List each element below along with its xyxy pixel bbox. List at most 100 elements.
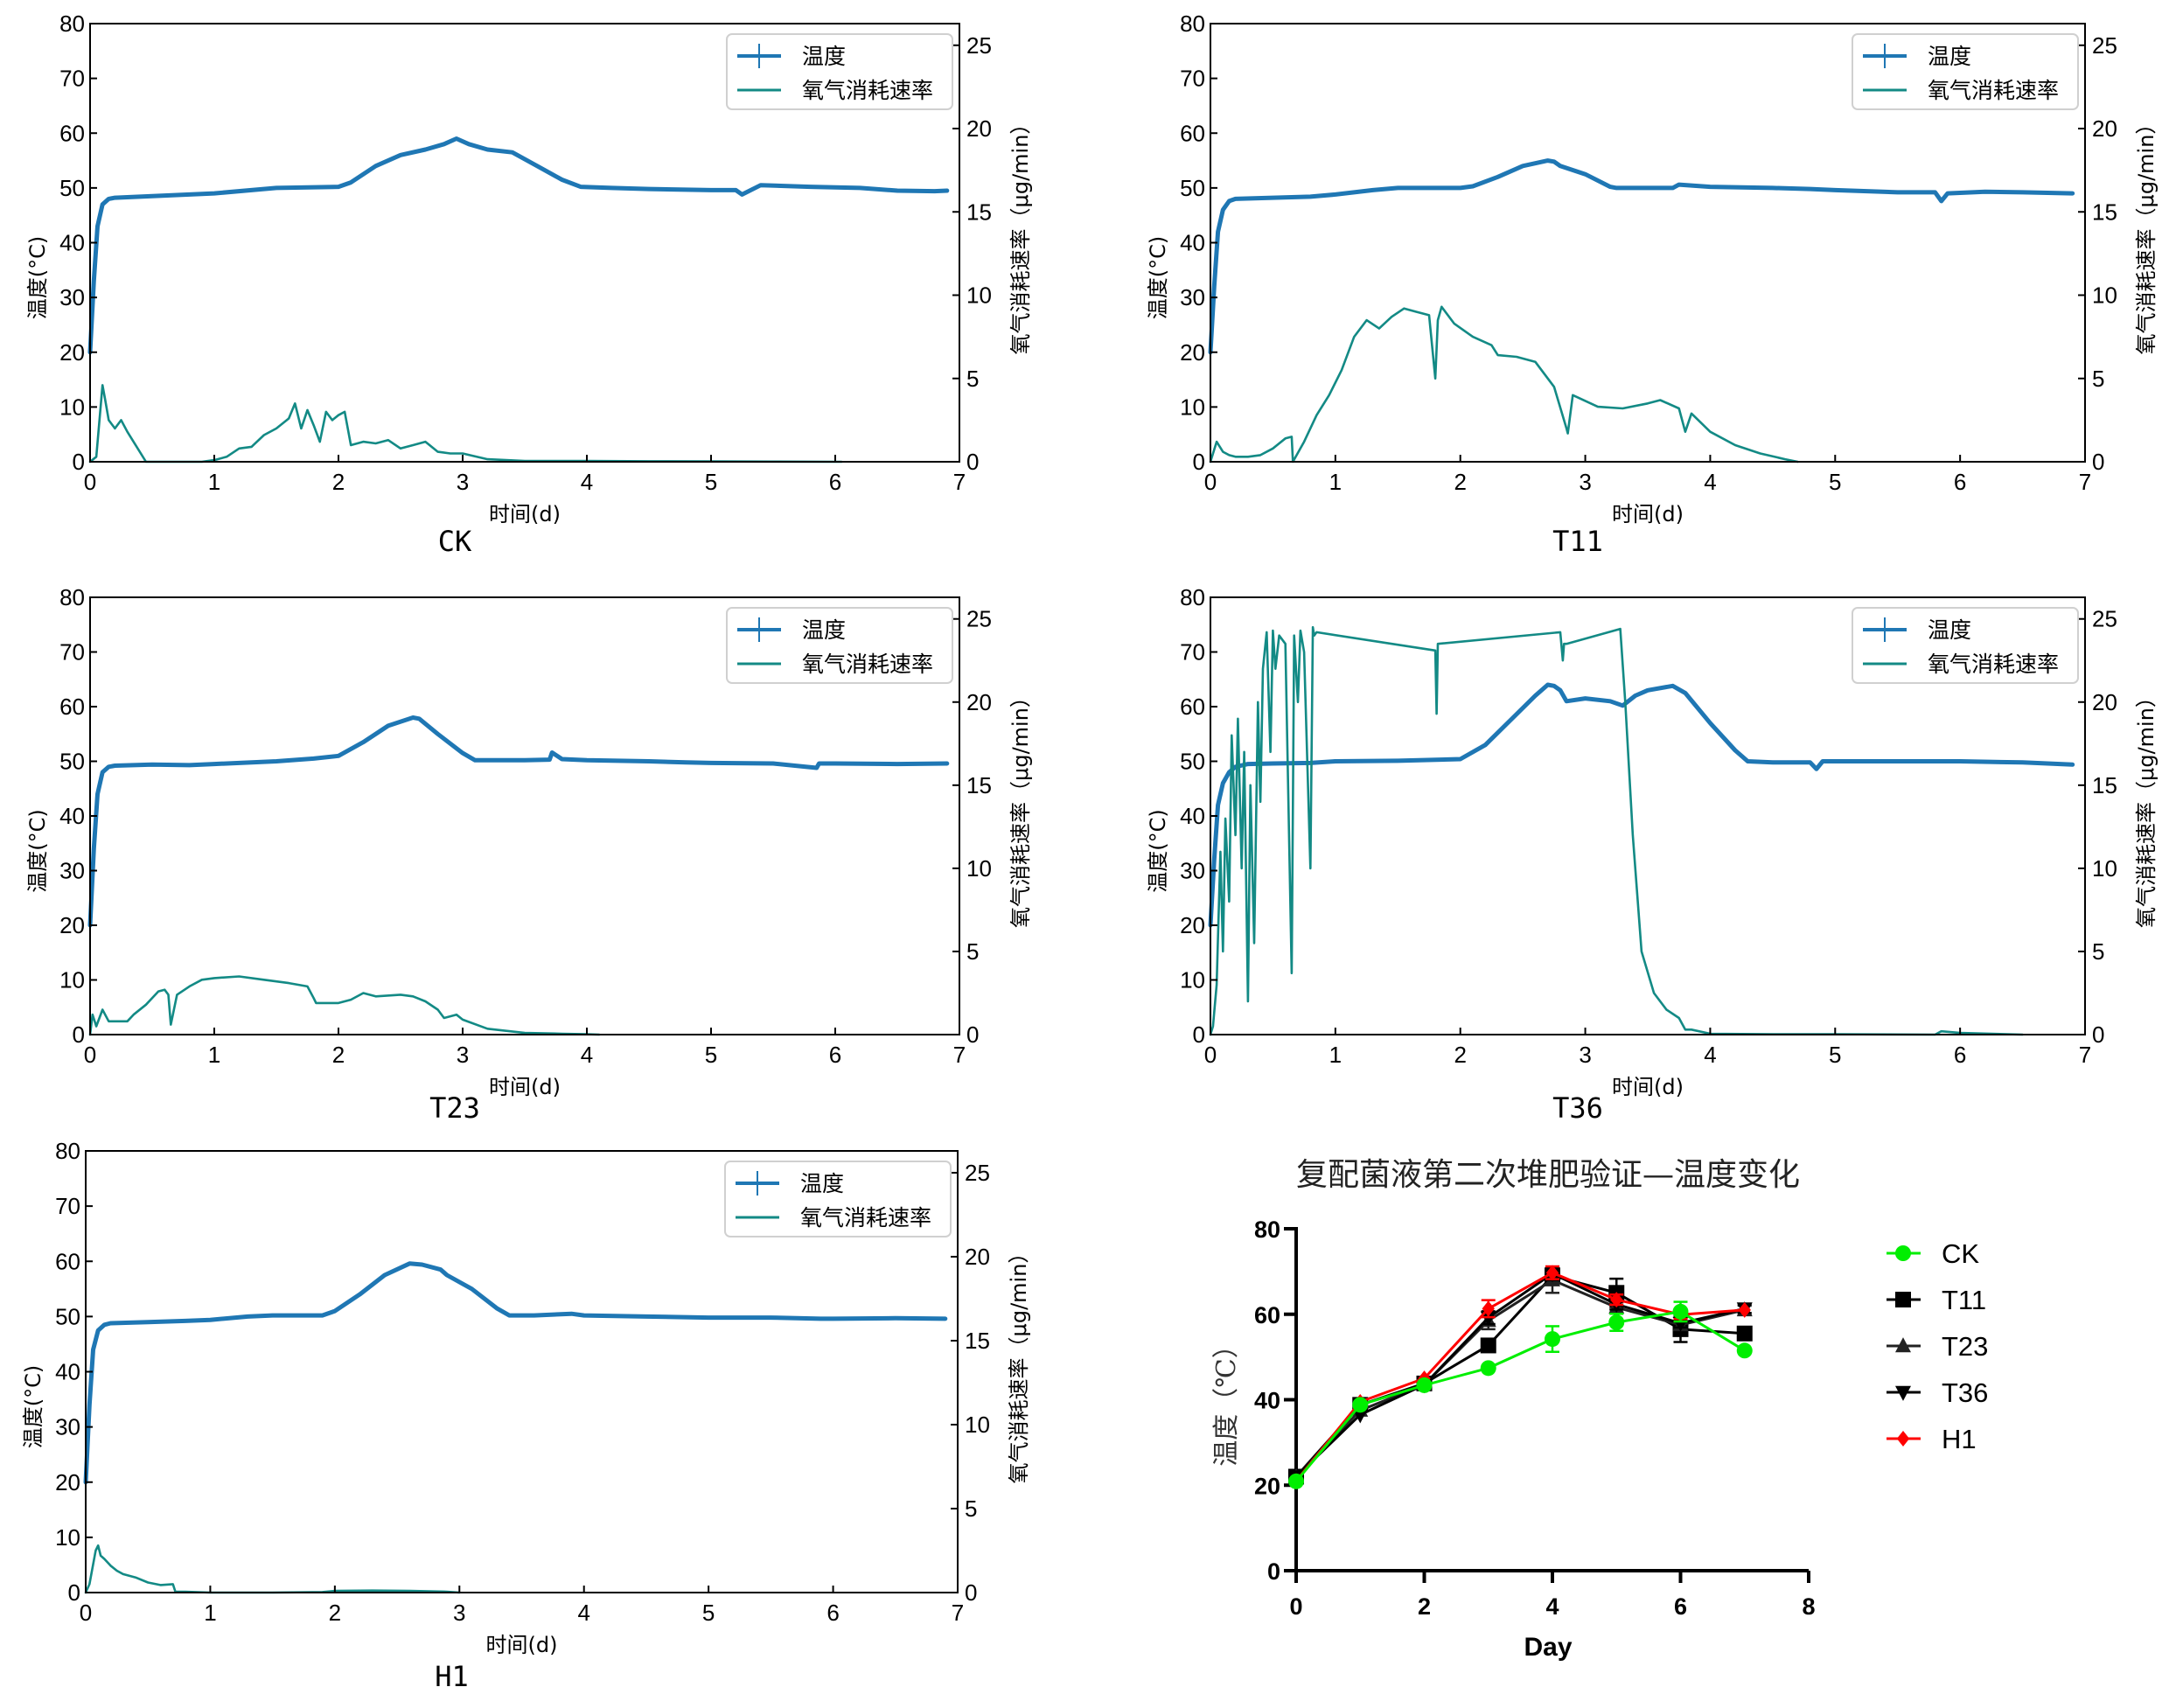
y-tick-label: 0 bbox=[73, 1021, 85, 1048]
y2-tick-label: 5 bbox=[965, 1495, 977, 1522]
panel-caption: T23 bbox=[429, 1091, 480, 1125]
y-tick-label: 70 bbox=[1180, 639, 1205, 666]
y2-axis-label: 氧气消耗速率（μg/min） bbox=[1008, 114, 1033, 355]
series-line bbox=[1294, 1271, 1745, 1482]
x-tick-label: 4 bbox=[1545, 1593, 1559, 1620]
x-tick-label: 1 bbox=[1329, 1042, 1342, 1068]
y-tick-label: 50 bbox=[1180, 749, 1205, 775]
legend-marker bbox=[1895, 1385, 1911, 1401]
series-h1 bbox=[1289, 1265, 1751, 1489]
y2-tick-label: 25 bbox=[2092, 606, 2117, 632]
x-axis-label: 时间(d) bbox=[489, 502, 561, 526]
legend-box bbox=[1852, 33, 2079, 110]
y2-axis-label: 氧气消耗速率（μg/min） bbox=[1007, 1243, 1031, 1484]
legend-label-temperature: 温度 bbox=[802, 617, 846, 643]
y-tick-label: 50 bbox=[59, 175, 85, 201]
x-tick-label: 4 bbox=[1704, 469, 1716, 495]
data-point bbox=[1288, 1473, 1304, 1489]
y-tick-label: 30 bbox=[59, 284, 85, 310]
y2-tick-label: 20 bbox=[2092, 689, 2117, 715]
y-axis-label: 温度（℃） bbox=[1211, 1332, 1242, 1467]
y-tick-label: 80 bbox=[1180, 10, 1205, 37]
y-tick-label: 60 bbox=[1180, 694, 1205, 720]
data-point bbox=[1610, 1292, 1623, 1308]
x-tick-label: 6 bbox=[826, 1600, 839, 1626]
y-axis-label: 温度(°C) bbox=[25, 809, 50, 892]
y-tick-label: 10 bbox=[55, 1524, 80, 1551]
legend-label-temperature: 温度 bbox=[1928, 44, 1971, 69]
y2-tick-label: 10 bbox=[966, 282, 992, 309]
y-tick-label: 40 bbox=[55, 1359, 80, 1385]
data-point bbox=[1736, 1325, 1753, 1342]
y-tick-label: 20 bbox=[1180, 339, 1205, 366]
y-tick-label: 80 bbox=[1254, 1217, 1280, 1243]
x-tick-label: 3 bbox=[457, 1042, 469, 1068]
y2-tick-label: 20 bbox=[965, 1244, 990, 1270]
panel-caption: H1 bbox=[435, 1660, 469, 1693]
legend-label-oxygen: 氧气消耗速率 bbox=[1928, 78, 2059, 103]
y-tick-label: 40 bbox=[1254, 1388, 1280, 1414]
legend-label-oxygen: 氧气消耗速率 bbox=[800, 1205, 931, 1230]
y2-tick-label: 5 bbox=[2092, 366, 2104, 392]
x-tick-label: 2 bbox=[332, 469, 345, 495]
y-tick-label: 80 bbox=[55, 1138, 80, 1164]
x-tick-label: 1 bbox=[204, 1600, 216, 1626]
y-tick-label: 70 bbox=[55, 1193, 80, 1219]
oxygen-rate-line bbox=[88, 384, 843, 464]
x-tick-label: 0 bbox=[1204, 1042, 1217, 1068]
x-tick-label: 2 bbox=[1454, 1042, 1466, 1068]
panel-caption: T11 bbox=[1552, 525, 1603, 558]
x-axis-label: 时间(d) bbox=[1612, 502, 1684, 526]
y-tick-label: 40 bbox=[59, 803, 85, 829]
y2-axis-label: 氧气消耗速率（μg/min） bbox=[2134, 114, 2159, 355]
x-tick-label: 1 bbox=[1329, 469, 1342, 495]
data-point bbox=[1480, 1337, 1496, 1354]
x-tick-label: 8 bbox=[1802, 1593, 1815, 1620]
legend-label: H1 bbox=[1942, 1424, 1977, 1454]
y2-tick-label: 15 bbox=[966, 772, 992, 798]
x-tick-label: 5 bbox=[1829, 1042, 1841, 1068]
y-tick-label: 20 bbox=[55, 1469, 80, 1495]
x-tick-label: 3 bbox=[1579, 1042, 1591, 1068]
x-tick-label: 0 bbox=[84, 469, 96, 495]
y-tick-label: 40 bbox=[59, 230, 85, 256]
y-tick-label: 60 bbox=[59, 120, 85, 146]
y-tick-label: 50 bbox=[55, 1303, 80, 1329]
y-tick-label: 80 bbox=[59, 584, 85, 610]
legend-marker bbox=[1895, 1292, 1911, 1307]
panel-ck: 0 1 2 3 4 5 6 7010203040506070800510152025时间(d)… bbox=[25, 10, 1033, 558]
y-axis-label: 温度(°C) bbox=[25, 236, 50, 319]
data-point bbox=[1672, 1303, 1689, 1320]
data-point bbox=[1545, 1331, 1560, 1348]
x-tick-label: 4 bbox=[581, 469, 593, 495]
oxygen-rate-line bbox=[88, 975, 601, 1036]
legend-label-oxygen: 氧气消耗速率 bbox=[1928, 652, 2059, 677]
series-t23 bbox=[1288, 1265, 1753, 1483]
y2-tick-label: 0 bbox=[2092, 449, 2104, 475]
y2-tick-label: 15 bbox=[966, 199, 992, 225]
y-tick-label: 60 bbox=[59, 694, 85, 720]
y-tick-label: 80 bbox=[1180, 584, 1205, 610]
panel-h1: 0 1 2 3 4 5 6 7010203040506070800510152025时间(d)… bbox=[21, 1138, 1031, 1693]
x-tick-label: 6 bbox=[829, 469, 841, 495]
y2-axis-label: 氧气消耗速率（μg/min） bbox=[1008, 687, 1033, 928]
series-ck bbox=[1288, 1300, 1753, 1489]
legend-box bbox=[726, 33, 953, 110]
y2-tick-label: 0 bbox=[966, 449, 979, 475]
y-tick-label: 70 bbox=[59, 639, 85, 666]
legend-marker bbox=[1895, 1245, 1911, 1261]
temperature-line bbox=[1208, 682, 2075, 928]
x-tick-label: 3 bbox=[457, 469, 469, 495]
legend-box bbox=[724, 1161, 952, 1237]
y-tick-label: 0 bbox=[1193, 449, 1205, 475]
x-tick-label: 7 bbox=[952, 1600, 964, 1626]
data-point bbox=[1480, 1311, 1496, 1327]
panel-t11: 0 1 2 3 4 5 6 7010203040506070800510152025时间(d)… bbox=[1146, 10, 2159, 558]
x-tick-label: 5 bbox=[705, 469, 717, 495]
y-tick-label: 20 bbox=[59, 339, 85, 366]
